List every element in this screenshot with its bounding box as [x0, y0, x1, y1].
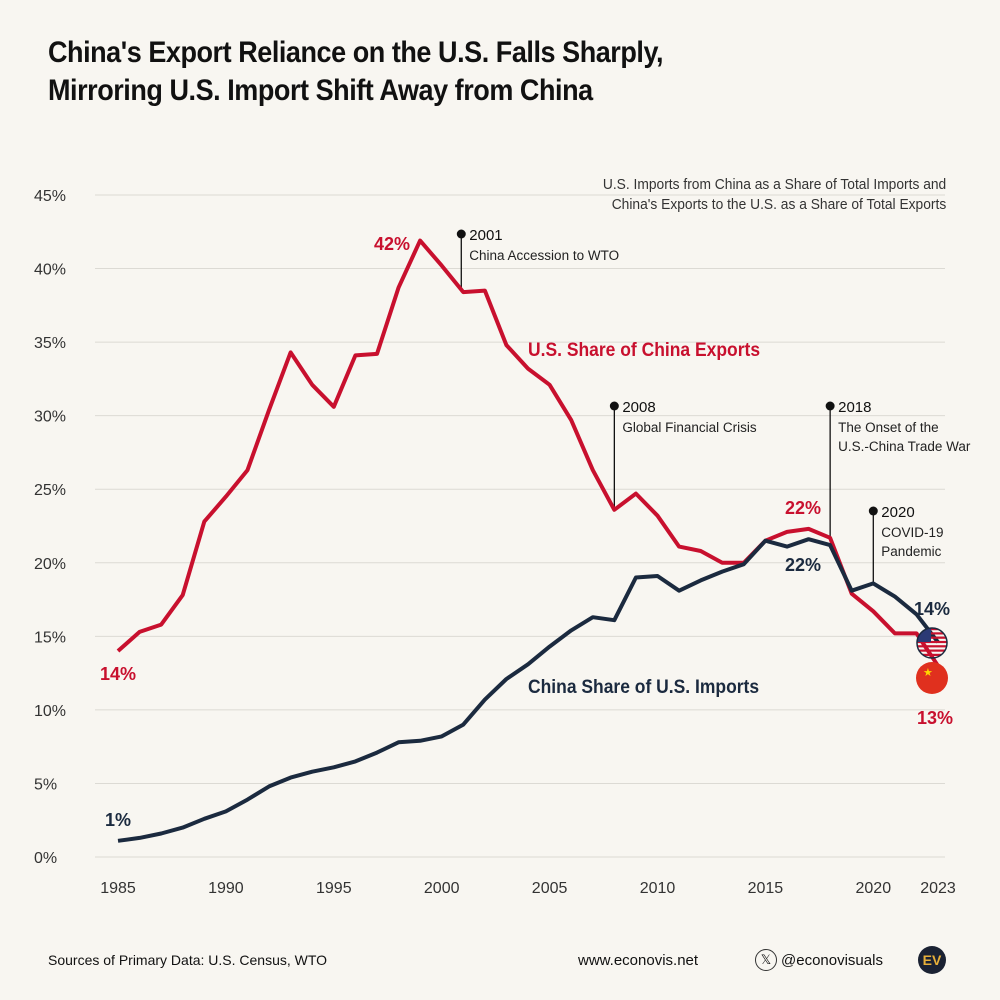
- chart-subtitle: U.S. Imports from China as a Share of To…: [603, 175, 946, 215]
- annotation-dot: [609, 401, 619, 411]
- annotation-text: China Accession to WTO: [469, 248, 619, 263]
- x-tick-label: 2010: [640, 880, 676, 897]
- chart-title: China's Export Reliance on the U.S. Fall…: [48, 34, 678, 110]
- data-label: 22%: [785, 498, 821, 518]
- x-tick-label: 2023: [920, 880, 956, 897]
- series-label: China Share of U.S. Imports: [528, 675, 759, 697]
- star-icon: ★: [923, 667, 933, 679]
- y-tick-label: 15%: [34, 629, 66, 646]
- x-logo-icon: 𝕏: [755, 949, 777, 971]
- x-tick-label: 1995: [316, 880, 352, 897]
- y-tick-label: 0%: [34, 850, 57, 867]
- data-label: 42%: [374, 234, 410, 254]
- x-tick-label: 2015: [748, 880, 784, 897]
- website-link[interactable]: www.econovis.net: [578, 952, 699, 969]
- annotation-dot: [456, 229, 466, 239]
- series-label: U.S. Share of China Exports: [528, 338, 760, 360]
- annotation-text: The Onset of the: [838, 420, 939, 435]
- us-flag-border: [916, 627, 948, 659]
- social-handle[interactable]: @econovisuals: [781, 952, 883, 969]
- title-line: China's Export Reliance on the U.S. Fall…: [48, 36, 664, 69]
- annotation-text: Pandemic: [881, 544, 941, 559]
- data-label: 14%: [100, 664, 136, 684]
- y-tick-label: 40%: [34, 262, 66, 279]
- china-flag-icon: [916, 662, 948, 694]
- y-tick-label: 20%: [34, 556, 66, 573]
- annotation-dot: [868, 506, 878, 516]
- annotation-year: 2020: [881, 504, 914, 521]
- title-line: Mirroring U.S. Import Shift Away from Ch…: [48, 74, 593, 107]
- data-label: 14%: [914, 599, 950, 619]
- y-tick-label: 35%: [34, 335, 66, 352]
- subtitle-line: China's Exports to the U.S. as a Share o…: [611, 196, 946, 213]
- y-tick-label: 5%: [34, 776, 57, 793]
- x-tick-label: 2020: [856, 880, 892, 897]
- x-tick-label: 1985: [100, 880, 136, 897]
- x-tick-label: 1990: [208, 880, 244, 897]
- data-label: 1%: [105, 810, 131, 830]
- y-tick-label: 45%: [34, 188, 66, 205]
- data-label: 22%: [785, 555, 821, 575]
- x-tick-label: 2005: [532, 880, 568, 897]
- subtitle-line: U.S. Imports from China as a Share of To…: [602, 176, 946, 193]
- econovis-logo: EV: [918, 946, 946, 974]
- annotation-year: 2008: [622, 399, 655, 416]
- sources-note: Sources of Primary Data: U.S. Census, WT…: [48, 952, 328, 968]
- x-tick-label: 2000: [424, 880, 460, 897]
- data-label: 13%: [917, 708, 953, 728]
- annotation-text: Global Financial Crisis: [622, 420, 757, 435]
- y-tick-label: 25%: [34, 482, 66, 499]
- annotation-dot: [825, 401, 835, 411]
- y-tick-label: 10%: [34, 703, 66, 720]
- us-share-china-exports-line: [116, 238, 940, 667]
- annotation-text: COVID-19: [881, 525, 943, 540]
- annotation-text: U.S.-China Trade War: [838, 439, 971, 454]
- y-tick-label: 30%: [34, 409, 66, 426]
- annotation-year: 2001: [469, 227, 502, 244]
- annotation-year: 2018: [838, 399, 871, 416]
